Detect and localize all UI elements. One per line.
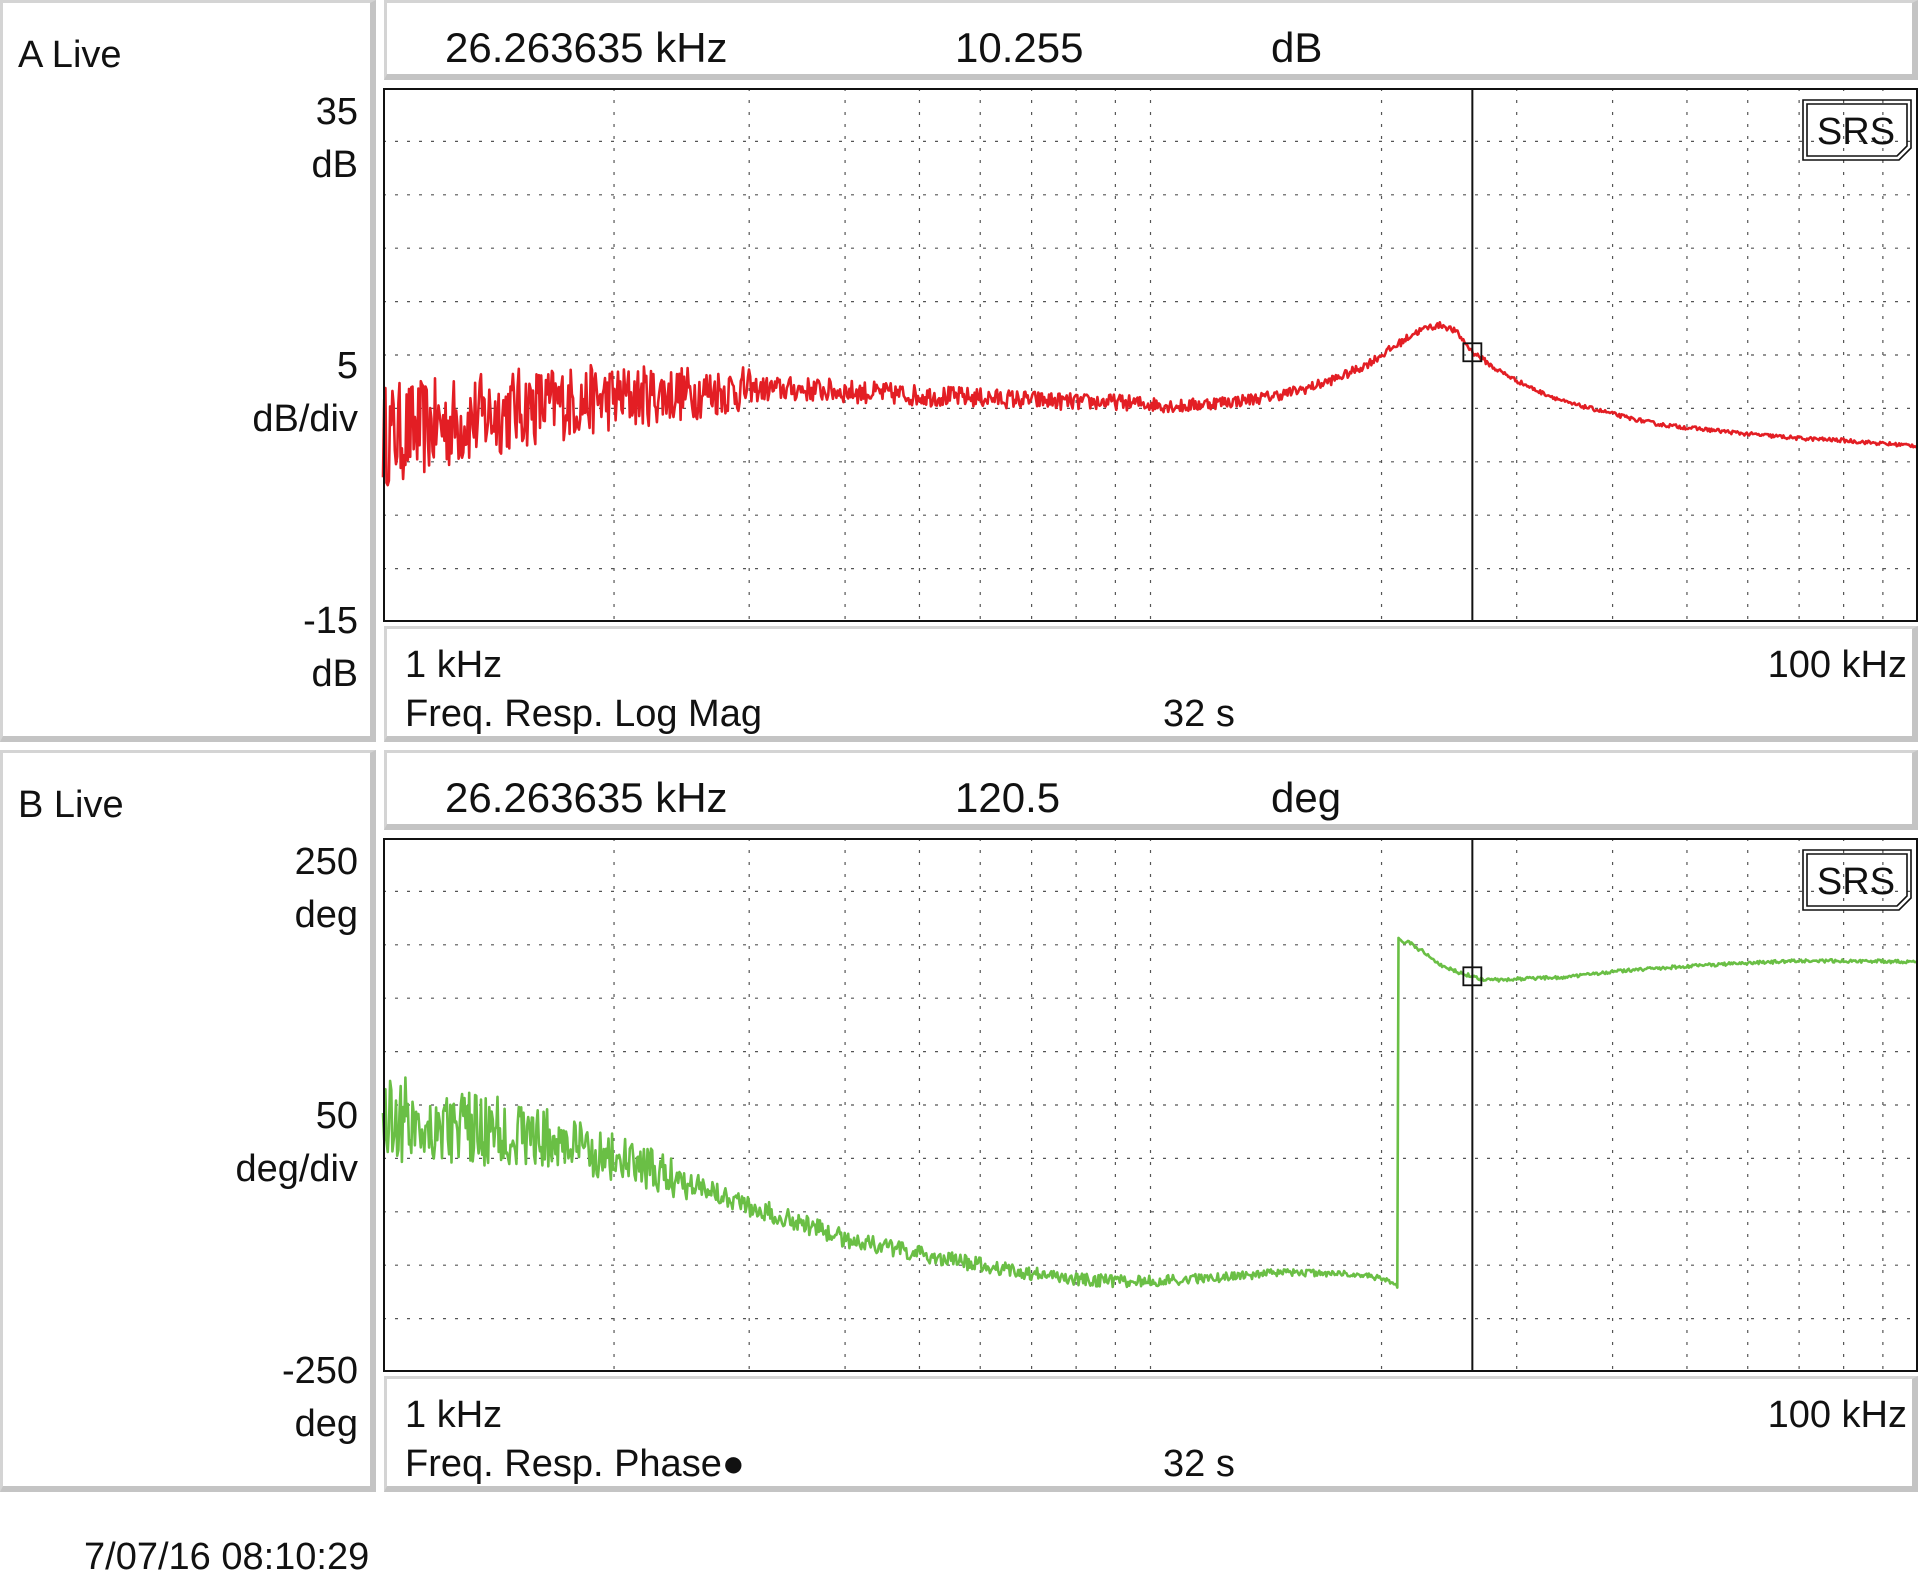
data-trace — [381, 936, 1918, 1289]
marker-frequency: 26.263635 kHz — [445, 24, 728, 71]
timestamp: 7/07/16 08:10:29 — [84, 1536, 370, 1578]
y-bottom-unit: dB — [311, 653, 358, 695]
x-end-label: 100 kHz — [1767, 644, 1907, 686]
y-div-unit: deg/div — [235, 1148, 358, 1190]
measurement-label: Freq. Resp. Log Mag — [405, 693, 762, 735]
x-end-label: 100 kHz — [1767, 1394, 1907, 1436]
axis-sidebar: A Live 35 dB 5 dB/div -15 dB — [0, 0, 376, 742]
y-bottom-unit: deg — [294, 1403, 358, 1445]
y-div-value: 50 — [315, 1095, 358, 1137]
marker-readout: 26.263635 kHz 120.5 deg — [384, 750, 1918, 830]
x-axis-footer: 1 kHz 100 kHz Freq. Resp. Phase● 32 s — [384, 1376, 1918, 1492]
vertical-gridlines — [613, 838, 1884, 1372]
srs-logo-inner — [1806, 103, 1908, 157]
data-trace — [381, 321, 1918, 487]
y-top-value: 35 — [315, 91, 358, 133]
chart-svg: SRS — [381, 838, 1918, 1372]
srs-logo-outer — [1802, 849, 1912, 911]
marker-frequency: 26.263635 kHz — [445, 774, 728, 821]
srs-logo: SRS — [1802, 849, 1912, 911]
y-div-unit: dB/div — [252, 398, 358, 440]
srs-logo-inner — [1806, 853, 1908, 907]
acquisition-time: 32 s — [1163, 1443, 1235, 1485]
marker-box — [1462, 342, 1483, 363]
plot-area[interactable]: SRS — [381, 88, 1918, 622]
y-top-value: 250 — [294, 841, 358, 883]
plot-border — [383, 88, 1918, 622]
marker-value: 10.255 — [955, 24, 1084, 71]
y-top-unit: dB — [311, 144, 358, 186]
marker-unit: dB — [1271, 24, 1323, 71]
measurement-label: Freq. Resp. Phase● — [405, 1443, 745, 1485]
x-start-label: 1 kHz — [405, 644, 503, 686]
marker-value: 120.5 — [955, 774, 1061, 821]
plot-border — [383, 838, 1918, 1372]
srs-logo-outer — [1802, 99, 1912, 161]
trace-label: B Live — [18, 784, 124, 826]
y-top-unit: deg — [294, 894, 358, 936]
chart-svg: SRS — [381, 88, 1918, 622]
x-start-label: 1 kHz — [405, 1394, 503, 1436]
y-bottom-value: -15 — [303, 600, 358, 642]
y-div-value: 5 — [336, 345, 358, 387]
panel-a: A Live 35 dB 5 dB/div -15 dB 26.263635 k… — [0, 0, 1918, 750]
axis-sidebar: B Live 250 deg 50 deg/div -250 deg — [0, 750, 376, 1492]
trace-label: A Live — [18, 34, 122, 76]
panel-b: B Live 250 deg 50 deg/div -250 deg 26.26… — [0, 750, 1918, 1500]
y-bottom-value: -250 — [281, 1350, 358, 1392]
marker-box — [1462, 966, 1483, 987]
srs-logo-text: SRS — [1817, 111, 1895, 153]
srs-logo: SRS — [1802, 99, 1912, 161]
x-axis-footer: 1 kHz 100 kHz Freq. Resp. Log Mag 32 s — [384, 626, 1918, 742]
acquisition-time: 32 s — [1163, 693, 1235, 735]
plot-area[interactable]: SRS — [381, 838, 1918, 1372]
vertical-gridlines — [613, 88, 1884, 622]
marker-unit: deg — [1271, 774, 1342, 821]
marker-readout: 26.263635 kHz 10.255 dB — [384, 0, 1918, 80]
srs-logo-text: SRS — [1817, 861, 1895, 903]
